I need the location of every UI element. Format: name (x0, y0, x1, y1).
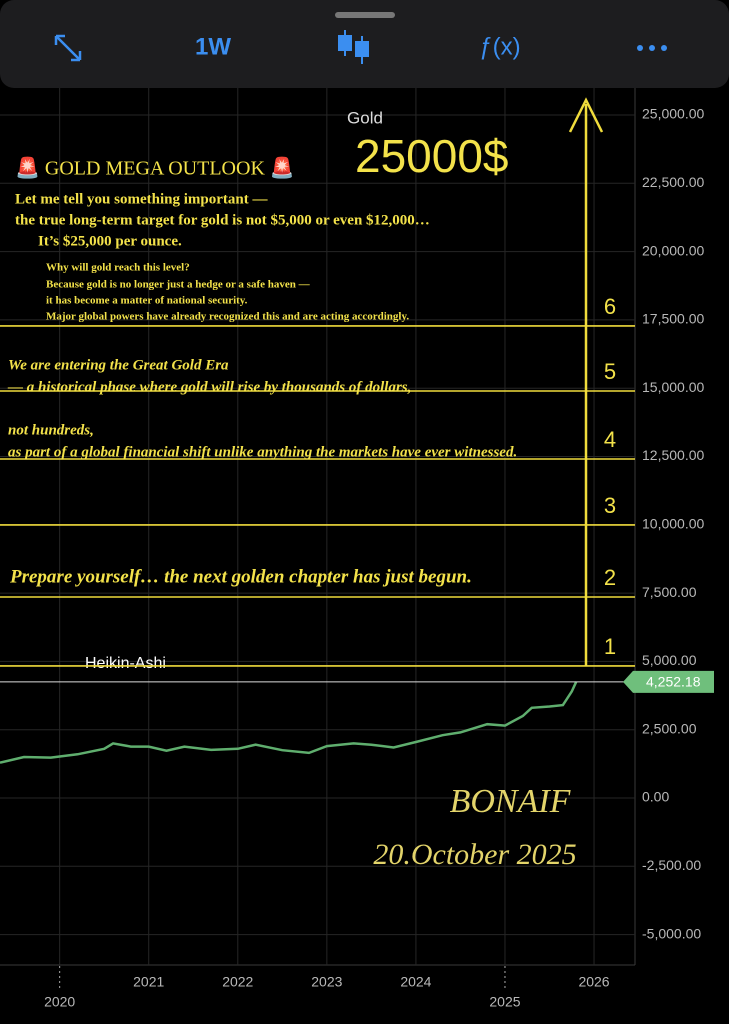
target-arrow (568, 97, 604, 666)
level-label: 3 (604, 493, 616, 518)
annotation: We are entering the Great Gold Era (8, 357, 229, 373)
y-tick-label: 10,000.00 (642, 515, 704, 531)
level-label: 5 (604, 359, 616, 384)
series-label: Heikin-Ashi (85, 655, 166, 672)
interval-button[interactable]: 1W (195, 33, 231, 60)
price-line (0, 681, 578, 764)
level-label: 4 (604, 427, 616, 452)
y-tick-label: 25,000.00 (642, 106, 704, 122)
price-tag (623, 670, 714, 693)
annotation: BONAIF (450, 783, 572, 820)
expand-icon[interactable] (54, 34, 82, 62)
y-tick-label: 2,500.00 (642, 720, 697, 736)
indicators-button[interactable]: ƒ(x) (479, 33, 520, 60)
annotation: Let me tell you something important — (15, 191, 268, 207)
level-label: 2 (604, 565, 616, 590)
annotation: 🚨 GOLD MEGA OUTLOOK 🚨 (15, 156, 295, 180)
drag-handle (335, 12, 395, 18)
y-tick-label: 0.00 (642, 789, 669, 805)
y-tick-label: 22,500.00 (642, 174, 704, 190)
x-tick-label: 2024 (400, 974, 431, 990)
annotation: as part of a global financial shift unli… (8, 444, 517, 460)
level-label: 6 (604, 294, 616, 319)
annotation: 25000$ (355, 130, 509, 182)
x-tick-label: 2021 (133, 974, 164, 990)
annotation: Major global powers have already recogni… (46, 311, 409, 323)
annotation: Why will gold reach this level? (46, 262, 190, 274)
x-tick-label: 2026 (578, 974, 609, 990)
annotation: Prepare yourself… the next golden chapte… (9, 566, 472, 587)
y-tick-label: -5,000.00 (642, 925, 701, 941)
level-label: 1 (604, 634, 616, 659)
y-tick-label: -2,500.00 (642, 857, 701, 873)
price-tag-label: 4,252.18 (646, 674, 701, 690)
y-tick-label: 20,000.00 (642, 242, 704, 258)
annotation: — a historical phase where gold will ris… (7, 379, 411, 395)
annotation: the true long-term target for gold is no… (15, 212, 430, 228)
y-tick-label: 5,000.00 (642, 652, 697, 668)
y-tick-label: 17,500.00 (642, 311, 704, 327)
chart-type-icon[interactable] (338, 30, 369, 64)
x-tick-label: 2022 (222, 974, 253, 990)
annotation: it has become a matter of national secur… (46, 295, 248, 307)
more-button[interactable] (637, 45, 667, 51)
y-tick-label: 12,500.00 (642, 447, 704, 463)
plot (0, 88, 635, 965)
y-tick-label: 15,000.00 (642, 379, 704, 395)
annotation: Because gold is no longer just a hedge o… (46, 279, 311, 291)
annotation: It’s $25,000 per ounce. (38, 233, 182, 249)
annotation: 20.October 2025 (373, 838, 576, 871)
x-tick-label: 2025 (489, 994, 520, 1010)
y-tick-label: 7,500.00 (642, 584, 697, 600)
chart-title: Gold (347, 108, 383, 127)
x-tick-label: 2020 (44, 994, 75, 1010)
x-tick-label: 2023 (311, 974, 342, 990)
annotation: not hundreds, (8, 422, 94, 438)
